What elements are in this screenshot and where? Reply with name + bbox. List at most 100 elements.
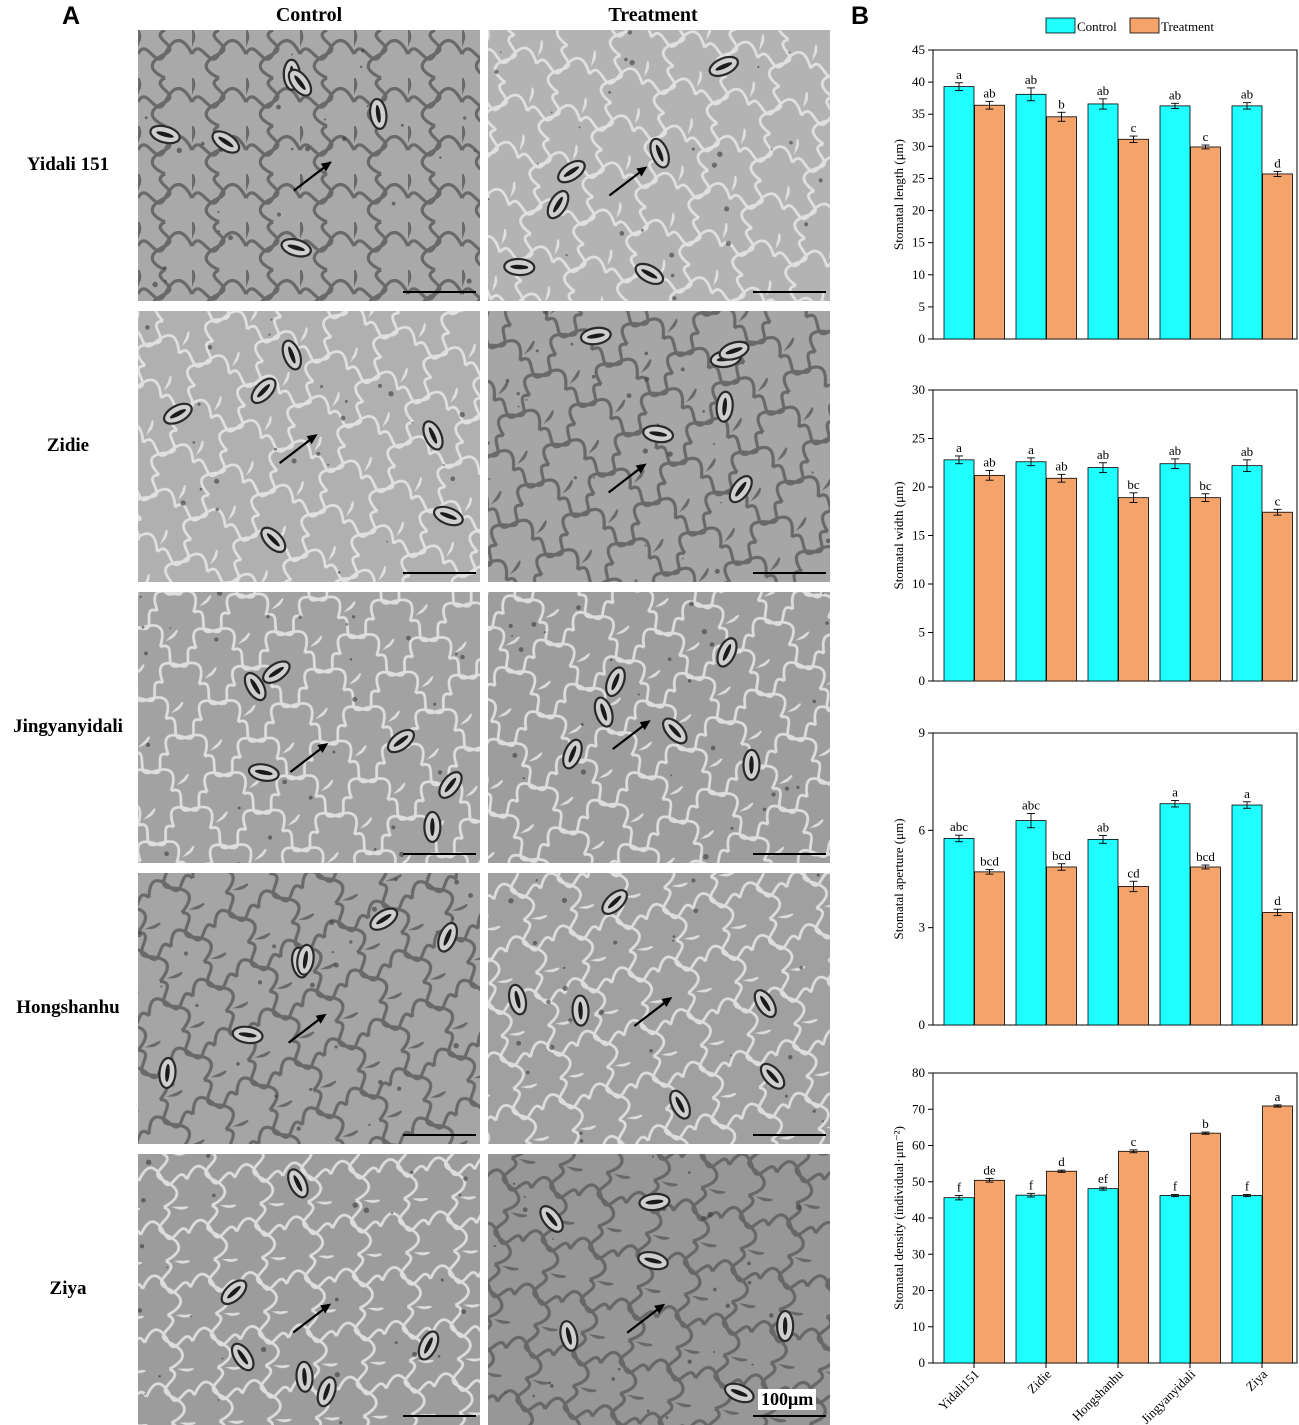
y-tick-label: 30 (912, 382, 925, 397)
bar-treatment-yidali151 (974, 871, 1005, 1026)
micrograph-yidali-151-treatment (488, 30, 830, 301)
bar-control-jingyanyidali (1159, 105, 1191, 340)
y-tick-label: 70 (912, 1101, 925, 1116)
y-tick-label: 0 (919, 331, 926, 346)
significance-letter: ab (1241, 444, 1253, 459)
y-tick-label: 25 (912, 431, 925, 446)
significance-letter: a (1244, 786, 1250, 801)
micrograph-hongshanhu-control (138, 873, 480, 1144)
significance-letter: d (1274, 155, 1281, 170)
scale-bar-label: 100μm (758, 1389, 817, 1410)
bar-control-jingyanyidali (1159, 803, 1191, 1026)
bar-treatment-jingyanyidali (1190, 1132, 1221, 1364)
x-tick-label: Jingyanyidali (1138, 1366, 1198, 1425)
bar-treatment-hongshanhu (1118, 497, 1149, 682)
micrograph-jingyanyidali-control (138, 592, 480, 863)
significance-letter: ab (1025, 72, 1037, 87)
row-label-yidali-151: Yidali 151 (26, 154, 110, 175)
legend-label-control: Control (1077, 19, 1117, 34)
significance-letter: c (1131, 1134, 1137, 1149)
bar-control-yidali151 (943, 838, 975, 1026)
y-tick-label: 60 (912, 1138, 925, 1153)
significance-letter: b (1058, 96, 1065, 111)
significance-letter: bc (1127, 477, 1140, 492)
y-tick-label: 0 (919, 1355, 926, 1370)
y-tick-label: 0 (919, 673, 926, 688)
bar-treatment-yidali151 (974, 474, 1005, 682)
significance-letter: ab (1169, 443, 1181, 458)
significance-letter: a (1172, 784, 1178, 799)
micrograph-zidie-treatment (488, 311, 830, 582)
bar-treatment-ziya (1262, 511, 1293, 682)
bar-treatment-ziya (1262, 173, 1293, 340)
bar-treatment-yidali151 (974, 104, 1005, 340)
bar-control-ziya (1231, 465, 1263, 682)
chart-1: 0 5 10 15 20 25 30 35 40 45 Stomatal length (μm) a a… (891, 42, 1298, 346)
y-tick-label: 10 (912, 576, 925, 591)
row-label-ziya: Ziya (49, 1278, 87, 1299)
legend-swatch-control (1045, 17, 1076, 34)
x-tick-label: Zidie (1024, 1366, 1054, 1396)
y-axis-label: Stomatal length (μm) (891, 139, 906, 250)
significance-letter: d (1058, 1154, 1065, 1169)
bar-control-hongshanhu (1087, 839, 1119, 1026)
y-tick-label: 20 (912, 203, 925, 218)
legend-swatch-treatment (1129, 17, 1160, 34)
bar-treatment-hongshanhu (1118, 138, 1149, 340)
micrograph-hongshanhu-treatment (488, 873, 830, 1144)
significance-letter: ab (1241, 87, 1253, 102)
significance-letter: a (956, 67, 962, 82)
bar-treatment-zidie (1046, 477, 1077, 682)
y-tick-label: 15 (912, 235, 925, 250)
bar-control-yidali151 (943, 459, 975, 682)
y-tick-label: 5 (919, 299, 926, 314)
significance-letter: bcd (1052, 848, 1071, 863)
bar-control-yidali151 (943, 86, 975, 340)
significance-letter: abc (1022, 797, 1040, 812)
y-tick-label: 15 (912, 528, 925, 543)
significance-letter: a (1028, 442, 1034, 457)
panel-a-letter: A (62, 2, 81, 30)
y-tick-label: 10 (912, 267, 925, 282)
bar-control-zidie (1015, 461, 1047, 682)
bar-control-ziya (1231, 1195, 1263, 1364)
significance-letter: b (1202, 1116, 1209, 1131)
y-tick-label: 35 (912, 106, 925, 121)
bar-treatment-hongshanhu (1118, 886, 1149, 1026)
y-tick-label: 80 (912, 1065, 925, 1080)
bar-treatment-zidie (1046, 116, 1077, 340)
significance-letter: cd (1127, 865, 1140, 880)
significance-letter: c (1275, 493, 1281, 508)
micrograph-jingyanyidali-treatment (488, 592, 830, 863)
significance-letter: ab (1055, 458, 1067, 473)
y-tick-label: 5 (919, 625, 926, 640)
significance-letter: ab (1097, 820, 1109, 835)
bar-control-zidie (1015, 820, 1047, 1026)
bar-treatment-ziya (1262, 1105, 1293, 1364)
y-tick-label: 30 (912, 1246, 925, 1261)
y-tick-label: 9 (919, 725, 926, 740)
bar-treatment-zidie (1046, 866, 1077, 1026)
bar-treatment-yidali151 (974, 1179, 1005, 1364)
significance-letter: a (956, 440, 962, 455)
row-label-hongshanhu: Hongshanhu (16, 997, 120, 1018)
bar-control-jingyanyidali (1159, 1195, 1191, 1364)
chart-4: 0 10 20 30 40 50 60 70 80 Stomatal density (indiv… (891, 1065, 1298, 1425)
y-tick-label: 40 (912, 1210, 925, 1225)
bar-control-hongshanhu (1087, 1188, 1119, 1364)
bar-control-hongshanhu (1087, 103, 1119, 340)
column-heading-treatment: Treatment (608, 4, 698, 26)
y-tick-label: 45 (912, 42, 925, 57)
legend-label-treatment: Treatment (1161, 19, 1214, 34)
y-tick-label: 3 (919, 920, 926, 935)
row-label-zidie: Zidie (46, 435, 90, 456)
column-heading-control: Control (275, 4, 343, 26)
significance-letter: f (1029, 1177, 1034, 1192)
bar-control-zidie (1015, 93, 1047, 340)
bar-treatment-jingyanyidali (1190, 497, 1221, 682)
chart-2: 0 5 10 15 20 25 30 Stomatal width (μm) a ab a ab ab b… (891, 382, 1298, 688)
significance-letter: bcd (1196, 849, 1215, 864)
significance-letter: abc (950, 819, 968, 834)
bar-treatment-jingyanyidali (1190, 146, 1221, 340)
